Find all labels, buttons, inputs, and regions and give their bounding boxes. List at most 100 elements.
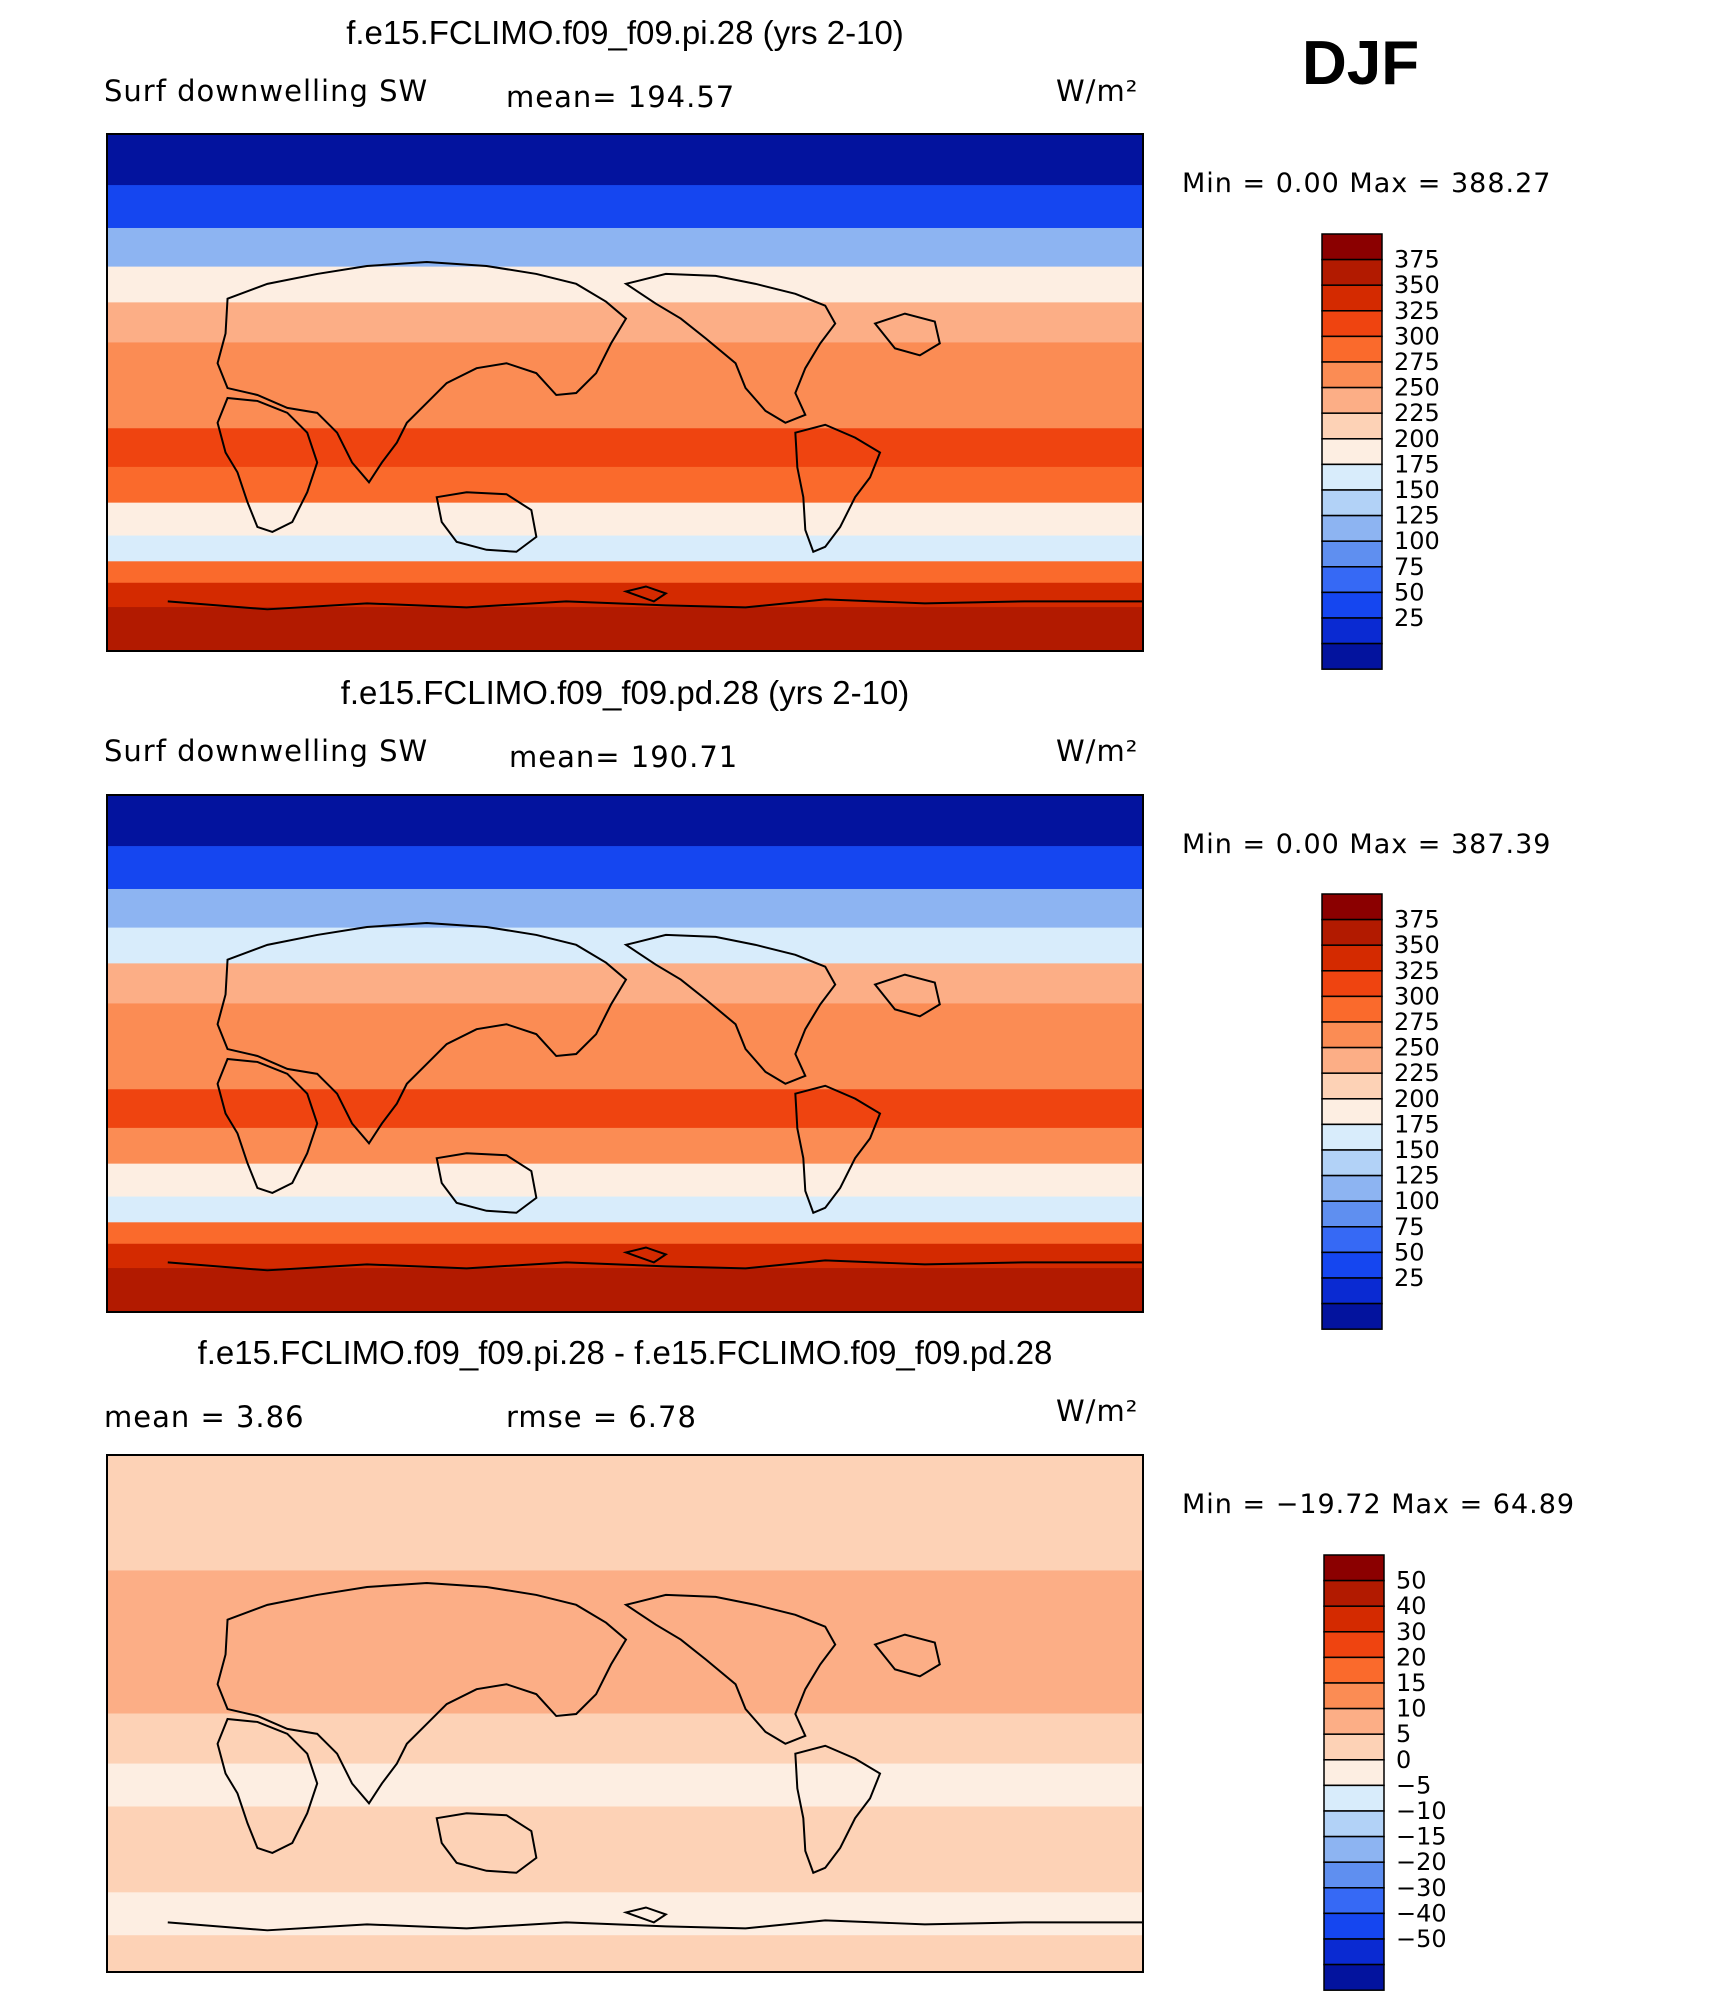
colorbar-tick-label: 25 [1394,604,1425,632]
heatmap-band [108,1806,1142,1850]
colorbar-swatch [1323,1579,1385,1607]
panel-1-title: f.e15.FCLIMO.f09_f09.pi.28 (yrs 2-10) [346,14,904,51]
colorbar-tick-label: 200 [1394,1085,1440,1113]
colorbar-swatch [1321,463,1383,491]
colorbar-swatch [1321,1226,1383,1254]
colorbar-tick-label: 100 [1394,1187,1440,1215]
colorbar-tick-label: −40 [1396,1899,1447,1927]
heatmap-band [108,1713,1142,1765]
coastline [216,922,628,1145]
heatmap-band [108,888,1142,929]
coastline [435,1152,538,1214]
coastline [794,1744,882,1875]
colorbar-tick-label: 200 [1394,425,1440,453]
heatmap-band [108,466,1142,504]
panel-2-title: f.e15.FCLIMO.f09_f09.pd.28 (yrs 2-10) [340,674,910,711]
heatmap-band [108,135,1142,186]
heatmap-band [108,428,1142,468]
colorbar-tick-label: 75 [1394,1213,1425,1241]
panel-2-minmax: Min = 0.00 Max = 387.39 [1182,829,1552,860]
colorbar-tick-label: 275 [1394,348,1440,376]
colorbar-swatch [1323,1912,1385,1940]
colorbar-swatch [1323,1605,1385,1633]
colorbar-tick-label: 275 [1394,1008,1440,1036]
coastline [622,585,669,603]
heatmap-band [108,385,1142,429]
colorbar-swatch [1321,970,1383,998]
colorbar-tick-label: 20 [1396,1643,1427,1671]
panel-1-minmax: Min = 0.00 Max = 388.27 [1182,168,1552,199]
colorbar-tick-label: 175 [1394,1110,1440,1138]
panel-1-mean-label: mean= 194.57 [506,80,736,114]
heatmap-band [108,1127,1142,1165]
colorbar-swatch [1321,1200,1383,1228]
heatmap-band [108,846,1142,890]
colorbar-tick-label: 5 [1396,1720,1411,1748]
colorbar-tick-label: 175 [1394,450,1440,478]
colorbar-tick-label: 125 [1394,502,1440,530]
heatmap-band [108,1763,1142,1807]
colorbar-tick-label: 50 [1394,1238,1425,1266]
panel-3-units: W/m² [1056,1394,1139,1428]
colorbar-swatch [1321,995,1383,1023]
panel-2-colorbar: 375 350 325 300 275 250 225 200 175 150 125 100 75 50… [1320,892,1470,1331]
colorbar-swatch [1323,1554,1385,1582]
colorbar-tick-label: −30 [1396,1874,1447,1902]
colorbar-tick-label: 125 [1394,1162,1440,1190]
colorbar-swatch [1321,361,1383,389]
colorbar-tick-label: 325 [1394,297,1440,325]
heatmap-band [108,227,1142,268]
colorbar-swatch [1321,642,1383,670]
panel-2-map [106,794,1144,1313]
colorbar-swatch [1321,566,1383,594]
coastline [216,261,628,484]
colorbar-swatch [1323,1759,1385,1787]
panel-2-units: W/m² [1056,734,1139,768]
coastline [873,1633,941,1678]
colorbar-swatch [1321,944,1383,972]
colorbar-swatch [1321,1277,1383,1305]
heatmap-band [108,1663,1142,1714]
colorbar-tick-label: 150 [1394,1136,1440,1164]
colorbar-swatch [1321,1098,1383,1126]
coastline [167,598,1142,611]
colorbar-tick-label: 40 [1396,1592,1427,1620]
heatmap-band [108,1089,1142,1129]
panel-1-units: W/m² [1056,74,1139,108]
colorbar-tick-label: 250 [1394,1034,1440,1062]
heatmap-band [108,796,1142,847]
coastline [216,396,319,533]
heatmap-band [108,1196,1142,1223]
colorbar-swatch [1321,1123,1383,1151]
colorbar-tick-label: −15 [1396,1823,1447,1851]
coastline [216,1717,319,1854]
panel-3-rmse-label: rmse = 6.78 [506,1400,697,1434]
heatmap-band [108,266,1142,303]
colorbar-swatch [1323,1707,1385,1735]
colorbar-tick-label: −20 [1396,1848,1447,1876]
colorbar-swatch [1323,1810,1385,1838]
colorbar-tick-label: 100 [1394,527,1440,555]
panel-3-title: f.e15.FCLIMO.f09_f09.pi.28 - f.e15.FCLIM… [197,1334,1053,1371]
coastline [435,1812,538,1874]
heatmap-band [108,342,1142,386]
colorbar-tick-label: 225 [1394,1059,1440,1087]
colorbar-tick-label: 350 [1394,271,1440,299]
colorbar-swatch [1321,386,1383,414]
heatmap-band [108,1222,1142,1245]
colorbar-swatch [1321,540,1383,568]
colorbar-tick-label: 375 [1394,246,1440,274]
colorbar-swatch [1321,1046,1383,1074]
heatmap-band [108,1268,1142,1311]
colorbar-tick-label: 50 [1394,578,1425,606]
colorbar-swatch [1323,1656,1385,1684]
coastline [167,1259,1142,1272]
colorbar-swatch [1321,617,1383,645]
coastline [873,312,941,357]
colorbar-tick-label: 150 [1394,476,1440,504]
colorbar-swatch [1323,1963,1385,1991]
colorbar-tick-label: 350 [1394,931,1440,959]
colorbar-tick-label: 50 [1396,1567,1427,1595]
colorbar-swatch [1321,489,1383,517]
